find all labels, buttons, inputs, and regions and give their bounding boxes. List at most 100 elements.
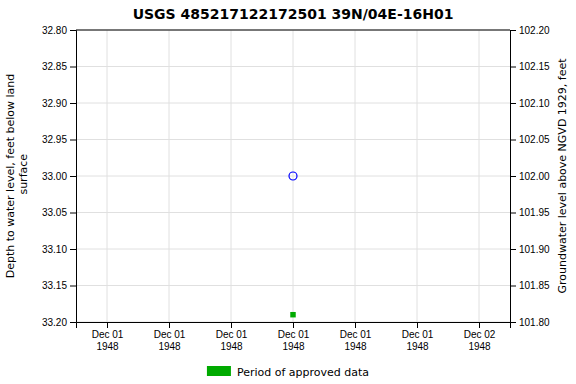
title: USGS 485217122172501 39N/04E-16H01 — [133, 6, 454, 22]
legend-item: Period of approved data — [207, 366, 369, 379]
legend-swatch — [207, 366, 231, 376]
grid-line-y — [76, 30, 510, 31]
y-tick-label: 32.95 — [42, 134, 67, 145]
y2-tick-label: 101.95 — [519, 207, 550, 218]
y2-tick-label: 102.00 — [519, 171, 550, 182]
y2-axis: 102.20 102.15 102.10 102.05 102.00 101.95 101.… — [510, 25, 550, 328]
y2-tick-label: 101.90 — [519, 244, 550, 255]
point — [289, 172, 297, 180]
x-tick: Dec 011948 — [216, 322, 248, 352]
x-tick-label-line: Dec 01 — [216, 329, 248, 340]
y-tick: 33.20 — [42, 317, 76, 328]
y2-tick: 101.95 — [510, 207, 550, 218]
x-tick-mark — [355, 322, 356, 328]
x-tick-label: Dec 011948 — [154, 329, 186, 352]
y-tick-mark — [70, 249, 76, 250]
y-tick: 32.85 — [42, 61, 76, 72]
grid-line-x — [417, 30, 418, 322]
x-tick-mark — [479, 322, 480, 328]
y-tick-mark — [70, 67, 76, 68]
y2-tick-mark — [510, 30, 516, 31]
x-tick-mark — [293, 322, 294, 328]
y2-tick-mark — [510, 322, 516, 323]
legend-label: Period of approved data — [237, 366, 369, 379]
x-tick-label: Dec 011948 — [402, 329, 434, 352]
x-tick-label: Dec 021948 — [464, 329, 496, 352]
y-axis-title: Depth to water level, feet below land su… — [4, 74, 30, 279]
x-tick-label-line: Dec 02 — [464, 329, 496, 340]
y2-tick-label: 102.10 — [519, 98, 550, 109]
grid-line-x — [107, 30, 108, 322]
y2-tick-label: 102.05 — [519, 134, 550, 145]
y-tick-label: 32.85 — [42, 61, 67, 72]
y-axis-line — [70, 31, 77, 323]
legend: Period of approved data — [207, 366, 369, 379]
x-tick-label-line: Dec 01 — [402, 329, 434, 340]
plot: Dec 011948Dec 011948Dec 011948Dec 011948… — [42, 25, 550, 352]
y-tick-label: 33.20 — [42, 317, 67, 328]
y2-tick: 102.15 — [510, 61, 550, 72]
x-tick-mark — [417, 322, 418, 328]
y-tick-mark — [70, 322, 76, 323]
y2-tick-mark — [510, 249, 516, 250]
y-tick-label: 33.10 — [42, 244, 67, 255]
x-tick-label-line: Dec 01 — [340, 329, 372, 340]
y-tick: 32.95 — [42, 134, 76, 145]
axis-title-line: Depth to water level, feet below land — [4, 74, 17, 279]
y-tick: 33.10 — [42, 244, 76, 255]
axis-title-line: Groundwater level above NGVD 1929, feet — [556, 58, 569, 294]
x-axis: Dec 011948Dec 011948Dec 011948Dec 011948… — [77, 322, 511, 352]
axis-title-line: surface — [17, 154, 30, 198]
y-tick-label: 32.90 — [42, 98, 67, 109]
x-axis-line — [77, 323, 511, 329]
grid-line-x — [293, 30, 294, 322]
x-tick-label-line: Dec 01 — [92, 329, 124, 340]
y-tick: 32.90 — [42, 98, 76, 109]
y2-axis-line — [511, 31, 517, 323]
y2-tick: 102.00 — [510, 171, 550, 182]
x-tick-label-line: 1948 — [96, 341, 119, 352]
y-tick: 33.15 — [42, 280, 76, 291]
x-tick-label-line: 1948 — [282, 341, 305, 352]
x-tick-mark — [231, 322, 232, 328]
marks — [289, 172, 297, 317]
y-tick: 33.00 — [42, 171, 76, 182]
y-tick: 32.80 — [42, 25, 76, 36]
y2-tick: 102.20 — [510, 25, 550, 36]
y2-tick-label: 102.20 — [519, 25, 550, 36]
point — [290, 312, 295, 317]
grid-line-x — [355, 30, 356, 322]
y2-tick-mark — [510, 103, 516, 104]
x-tick: Dec 011948 — [92, 322, 124, 352]
x-tick-mark — [169, 322, 170, 328]
x-tick-label-line: 1948 — [344, 341, 367, 352]
grid-line-x — [231, 30, 232, 322]
y2-tick-mark — [510, 67, 516, 68]
chart: Dec 011948Dec 011948Dec 011948Dec 011948… — [0, 0, 576, 384]
y2-tick-label: 102.15 — [519, 61, 550, 72]
y2-tick-label: 101.80 — [519, 317, 550, 328]
grid — [76, 30, 510, 322]
x-tick-mark — [107, 322, 108, 328]
y-tick-label: 33.15 — [42, 280, 67, 291]
x-tick-label-line: Dec 01 — [154, 329, 186, 340]
y2-tick: 101.80 — [510, 317, 550, 328]
y2-tick-label: 101.85 — [519, 280, 550, 291]
y2-tick: 101.85 — [510, 280, 550, 291]
y-axis: 32.80 32.85 32.90 32.95 33.00 33.05 33.10 33.15… — [42, 25, 77, 328]
y-tick: 33.05 — [42, 207, 76, 218]
y2-tick-mark — [510, 286, 516, 287]
x-tick-label-line: 1948 — [468, 341, 491, 352]
y2-tick-mark — [510, 176, 516, 177]
grid-line-x — [479, 30, 480, 322]
x-tick-label: Dec 011948 — [340, 329, 372, 352]
y-tick-mark — [70, 213, 76, 214]
y2-tick-mark — [510, 213, 516, 214]
x-tick-label: Dec 011948 — [278, 329, 310, 352]
y-tick-label: 33.00 — [42, 171, 67, 182]
x-tick-label-line: 1948 — [406, 341, 429, 352]
y-tick-mark — [70, 103, 76, 104]
x-tick-label: Dec 011948 — [216, 329, 248, 352]
y2-tick: 102.10 — [510, 98, 550, 109]
frame-top — [76, 30, 510, 31]
